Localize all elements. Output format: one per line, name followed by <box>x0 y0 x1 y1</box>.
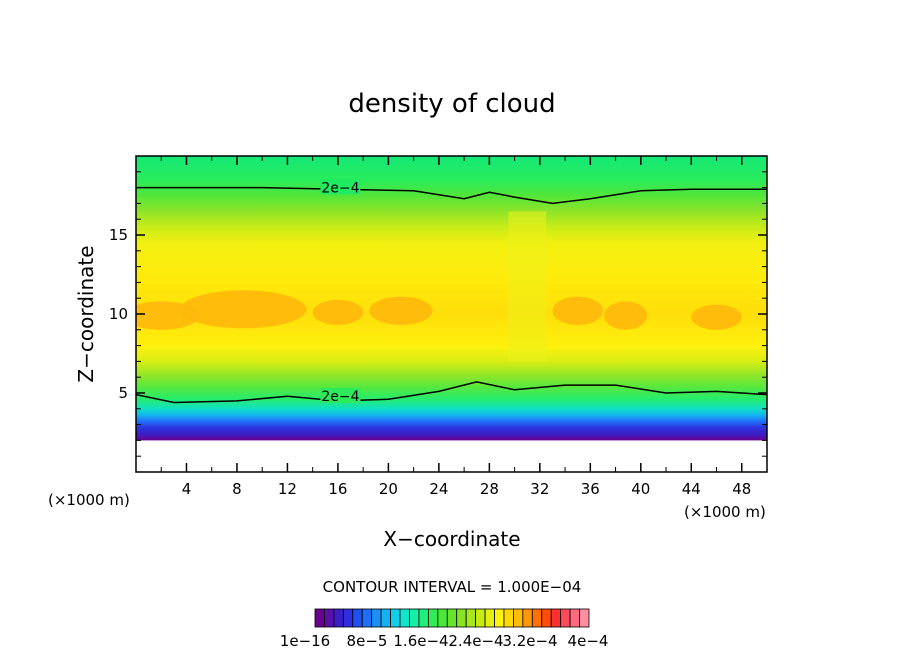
colorbar-swatch-7 <box>380 608 391 628</box>
colorbar-swatch-0 <box>314 608 325 628</box>
colorbar-label-5: 4e−4 <box>568 632 609 650</box>
orange-patch-3 <box>369 296 433 325</box>
x-axis: 4 8 12 16 20 24 28 32 36 40 44 48 <box>135 156 768 498</box>
colorbar-swatch-26 <box>560 608 571 628</box>
colorbar-swatch-10 <box>409 608 420 628</box>
colorbar-label-4: 3.2e−4 <box>502 632 557 650</box>
colorbar-swatch-21 <box>513 608 524 628</box>
colorbar-swatch-18 <box>484 608 495 628</box>
colorbar-labels: 1e−16 8e−5 1.6e−4 2.4e−43.2e−4 4e−4 <box>280 632 609 650</box>
colorbar-swatch-28 <box>579 608 590 628</box>
x-tick-label-8: 8 <box>232 480 242 498</box>
contour-label-0: 2e−4 <box>321 180 359 196</box>
colorbar-label-1: 8e−5 <box>347 632 388 650</box>
colorbar-swatch-6 <box>371 608 382 628</box>
x-tick-label-12: 12 <box>278 480 297 498</box>
contour-lines: 2e−4 2e−4 <box>136 179 767 405</box>
colorbar-label-2: 1.6e−4 <box>393 632 448 650</box>
colorbar-swatch-12 <box>427 608 439 628</box>
orange-patch-2 <box>312 299 364 325</box>
field-features <box>136 211 742 362</box>
x-axis-title: X−coordinate <box>383 527 520 551</box>
y-axis-title: Z−coordinate <box>74 245 98 382</box>
colorbar-swatch-9 <box>399 608 410 628</box>
colorbar-swatch-16 <box>465 608 477 628</box>
colorbar-swatch-24 <box>541 608 552 628</box>
x-tick-label-20: 20 <box>379 480 398 498</box>
colorbar-label-0: 1e−16 <box>280 632 330 650</box>
x-tick-label-48: 48 <box>732 480 751 498</box>
colorbar-swatch-1 <box>324 608 335 628</box>
y-tick-label-5: 5 <box>118 384 128 402</box>
x-tick-label-16: 16 <box>328 480 347 498</box>
colorbar-swatch-3 <box>342 608 354 628</box>
updraft-column <box>508 211 547 362</box>
colorbar-swatch-20 <box>503 608 514 628</box>
colorbar-swatch-8 <box>390 608 401 628</box>
orange-patch-1 <box>180 290 307 329</box>
x-unit-right: (×1000 m) <box>684 503 766 521</box>
colorbar-swatch-23 <box>531 608 543 628</box>
x-tick-label-32: 32 <box>530 480 549 498</box>
colorbar-swatch-4 <box>352 608 363 628</box>
colorbar-swatch-17 <box>475 608 486 628</box>
colorbar-swatch-22 <box>522 608 533 628</box>
colorbar-swatch-11 <box>418 608 429 628</box>
colorbar-swatch-13 <box>437 608 448 628</box>
chart-title: density of cloud <box>348 89 555 119</box>
colorbar-swatch-19 <box>494 608 505 628</box>
orange-patch-5 <box>604 301 648 330</box>
colorbar-label-3: 2.4e−4 <box>448 632 503 650</box>
orange-patch-6 <box>691 304 742 330</box>
x-tick-label-40: 40 <box>631 480 650 498</box>
y-tick-label-10: 10 <box>109 305 128 323</box>
contour-label-bg-0 <box>320 179 361 195</box>
y-axis: 5 10 15 <box>109 171 767 457</box>
contour-interval-note: CONTOUR INTERVAL = 1.000E−04 <box>323 578 582 596</box>
y-tick-label-15: 15 <box>109 226 128 244</box>
x-tick-label-24: 24 <box>429 480 448 498</box>
colorbar-swatch-14 <box>446 608 458 628</box>
x-tick-label-4: 4 <box>182 480 192 498</box>
lower-contour-line <box>136 381 767 404</box>
colorbar-swatch-15 <box>456 608 467 628</box>
contour-label-1: 2e−4 <box>321 389 359 405</box>
orange-patch-4 <box>552 296 603 325</box>
x-tick-label-28: 28 <box>480 480 499 498</box>
x-tick-label-36: 36 <box>581 480 600 498</box>
colorbar-swatch-27 <box>569 608 580 628</box>
plot-area: 2e−4 2e−4 <box>136 156 767 472</box>
colorbar-swatch-25 <box>550 608 562 628</box>
x-unit-left: (×1000 m) <box>48 491 130 509</box>
colorbar-swatch-2 <box>333 608 344 628</box>
colorbar-swatch-5 <box>361 608 373 628</box>
x-tick-label-44: 44 <box>682 480 701 498</box>
contour-label-bg-1 <box>320 387 361 403</box>
colorbar <box>314 608 590 628</box>
